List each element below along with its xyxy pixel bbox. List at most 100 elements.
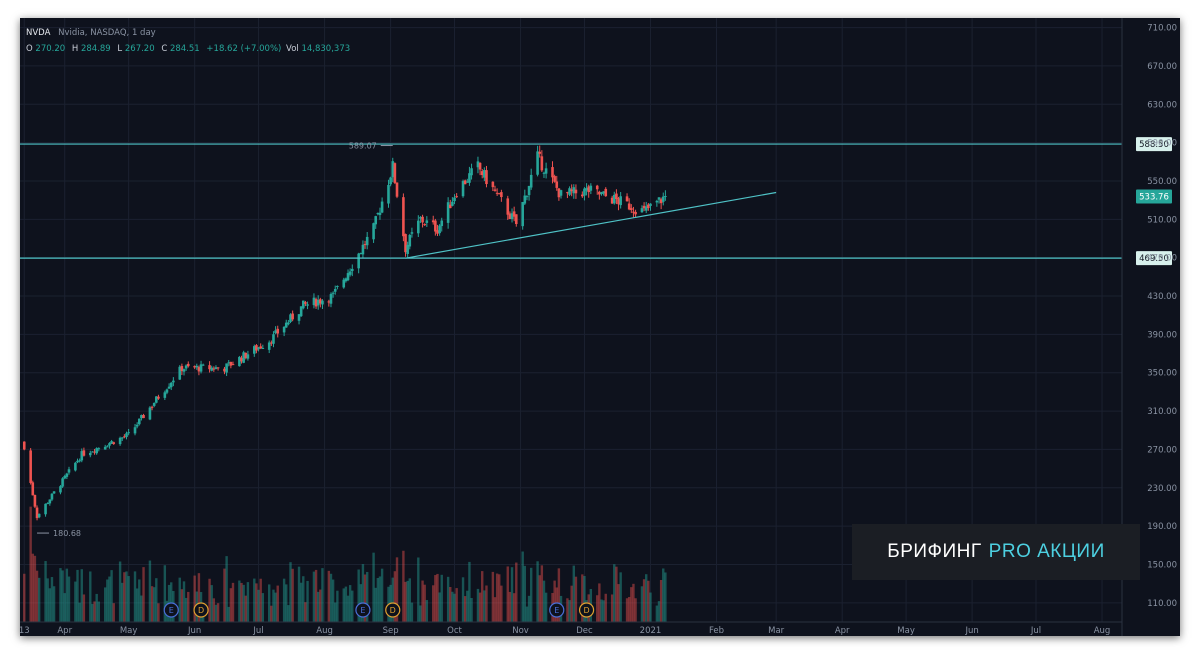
volume-bar [178,577,181,622]
volume-bar [598,583,601,622]
volume-bar [391,577,394,622]
candle-body [276,328,280,334]
candle-body [80,451,84,461]
x-tick-label: Jun [187,626,201,636]
candle-body [44,503,47,515]
candle-body [506,198,510,215]
volume-bar [512,593,516,622]
volume-bar [463,596,467,622]
volume-bar [253,578,256,622]
volume-bar [408,578,411,622]
candle-body [574,189,578,194]
candle-body [361,244,365,255]
candle-body [316,299,320,306]
volume-bar [238,580,241,622]
volume-bar [615,566,618,622]
x-tick-label: Jul [1030,626,1041,636]
volume-bar [193,575,196,622]
volume-bar [197,573,201,622]
volume-bar [410,602,414,622]
candle-body [402,197,405,237]
candle-body [380,201,384,213]
candle-body [480,171,484,175]
event-marker [549,602,565,618]
candle-body [404,234,407,253]
volume-bar [498,574,501,622]
candle-body [521,201,524,227]
level-tag-label: 588.50 [1139,140,1169,150]
candle-body [555,181,559,188]
x-tick-label: Jul [252,626,263,636]
volume-bar [640,586,644,622]
volume-bar [461,577,465,622]
volume-bar [600,599,603,622]
candle-body [598,191,601,195]
candle-body [227,362,231,364]
candle-body [495,192,499,194]
candle-body [33,494,37,507]
candle-body [135,424,139,427]
volume-bar [336,590,339,622]
volume-bar [378,576,382,622]
y-tick-label: 230.00 [1147,484,1177,494]
volume-bar [78,602,81,622]
volume-bar [645,574,648,622]
candle-body [50,493,54,500]
volume-bar [148,560,152,622]
candle-body [210,367,213,371]
candle-body [376,213,380,215]
candle-body [29,450,32,483]
candle-body [510,213,514,220]
candle-body [267,342,271,350]
candle-body [257,347,260,350]
time-axis[interactable]: 13 Apr May Jun Jul Aug Sep Oct Nov Dec 2021 Feb Mar A… [20,621,1122,636]
candles[interactable] [22,145,667,521]
volume-bar [52,586,56,622]
volume-bar [327,570,331,622]
price-axis[interactable]: 710.00 670.00 630.00 590.00 550.00 510.00 470.… [1121,18,1177,636]
volume-bar [227,606,230,622]
candle-body [88,452,92,456]
volume-bar [299,582,303,622]
volume-bar [31,553,34,622]
y-tick-label: 510.00 [1147,215,1177,225]
candle-body [306,304,309,306]
candle-body [525,196,529,198]
candle-body [536,151,539,175]
volume-bar [121,582,124,622]
candle-body [649,203,652,206]
candle-body [612,194,616,204]
volume-bar [285,584,288,622]
volume-bar [63,593,66,622]
levels[interactable]: 588.50 469.50 533.76 [20,137,1172,266]
volume-bar [35,570,39,622]
volume-bar [574,576,578,622]
event-marker-label: D [390,606,396,615]
y-tick-label: 430.00 [1147,292,1177,302]
candle-body [657,197,661,200]
volume-bar [229,588,233,622]
chart-panel[interactable]: 588.50 469.50 533.76 589.07 180.68 E D E D E D 71… [20,18,1180,636]
candle-body [374,216,378,225]
candle-body [255,345,258,351]
volume-bar [289,562,292,622]
volume-bar [425,600,429,622]
candle-body [421,216,424,223]
volume-bar [493,597,497,622]
candle-body [566,192,569,194]
volume-bar [613,564,616,622]
volume-bar [508,591,512,622]
candle-body [378,212,382,215]
candle-body [423,224,426,226]
volume-bar [314,569,318,622]
candle-body [199,364,203,372]
candle-body [436,230,439,234]
volume-bar [440,574,443,622]
symbol[interactable]: NVDA [26,28,51,38]
volume-bar [48,588,52,622]
volume-bar [625,598,629,622]
volume-bar [436,573,439,622]
candle-body [22,441,26,450]
volume-bar [231,582,235,622]
candle-body [67,469,71,473]
